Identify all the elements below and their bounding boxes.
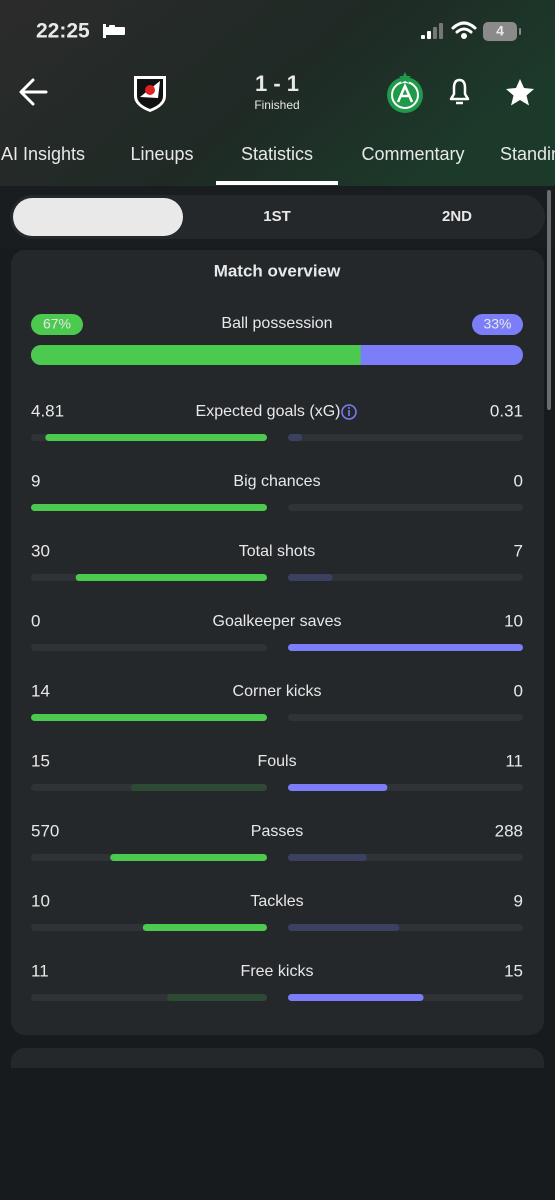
away-value: 0: [514, 471, 523, 490]
away-value: 9: [514, 891, 523, 910]
stat-label: Expected goals (xG): [196, 403, 341, 420]
info-icon[interactable]: [341, 404, 357, 420]
away-bar: [288, 924, 400, 931]
battery-tip: [519, 28, 521, 35]
away-bar: [288, 434, 303, 441]
away-value: 10: [504, 611, 523, 630]
favorite-button[interactable]: [506, 79, 534, 106]
tab[interactable]: Commentary: [361, 144, 464, 164]
home-bar: [142, 924, 267, 931]
period-pill: [13, 198, 183, 236]
period-tab[interactable]: 1ST: [263, 208, 291, 225]
wifi-icon: [451, 21, 477, 39]
home-value: 4.81: [31, 401, 64, 420]
stat-label: Ball possession: [221, 315, 332, 332]
bed-icon: [103, 24, 125, 38]
home-value: 15: [31, 751, 50, 770]
away-bar: [288, 784, 388, 791]
home-possession-bar: [31, 345, 361, 365]
home-team-logo[interactable]: [134, 76, 166, 112]
stat-label: Tackles: [250, 893, 303, 910]
home-bar: [110, 854, 267, 861]
scrollbar: [547, 190, 551, 410]
home-bar: [130, 784, 267, 791]
away-pill: [472, 314, 523, 335]
stat-label: Goalkeeper saves: [213, 613, 342, 630]
bottom-background: [0, 1068, 555, 1200]
score: 1 - 1: [255, 71, 299, 96]
home-bar: [75, 574, 267, 581]
away-value: 15: [504, 961, 523, 980]
info-icon-dot: [348, 407, 350, 409]
home-value: 0: [31, 611, 40, 630]
tab[interactable]: Lineups: [130, 144, 193, 164]
home-pill: [31, 314, 83, 335]
signal-icon: [421, 23, 443, 39]
away-bar: [288, 854, 367, 861]
home-value: 11: [31, 961, 49, 980]
period-tab[interactable]: 2ND: [442, 208, 472, 225]
header-background: [0, 0, 555, 186]
away-track: [288, 714, 523, 721]
battery-icon: [483, 22, 517, 41]
home-value: 570: [31, 821, 59, 840]
info-icon-mark: [348, 410, 350, 416]
home-value: 9: [31, 471, 40, 490]
away-team-logo[interactable]: [387, 72, 423, 113]
away-value: 0: [514, 681, 523, 700]
clock: 22:25: [36, 20, 90, 43]
home-bar: [45, 434, 267, 441]
card-title: Match overview: [214, 261, 341, 280]
tab-indicator: [216, 181, 338, 185]
away-value: 11: [505, 751, 523, 770]
notification-button[interactable]: [449, 78, 470, 105]
tab[interactable]: Standings: [500, 144, 555, 164]
away-bar: [288, 994, 424, 1001]
away-bar: [288, 644, 523, 651]
away-value: 288: [495, 821, 523, 840]
stat-label: Corner kicks: [233, 683, 322, 700]
stat-label: Big chances: [233, 473, 320, 490]
home-bar: [31, 504, 267, 511]
away-possession: 33%: [483, 316, 511, 332]
home-value: 10: [31, 891, 50, 910]
away-track: [288, 574, 523, 581]
stat-label: Fouls: [257, 753, 296, 770]
stat-label: Passes: [251, 823, 303, 840]
home-possession: 67%: [43, 316, 71, 332]
away-track: [288, 434, 523, 441]
overview-card: [11, 250, 544, 1035]
home-bar: [167, 994, 267, 1001]
away-bar: [288, 574, 333, 581]
home-value: 14: [31, 681, 50, 700]
tab[interactable]: AI Insights: [1, 144, 85, 164]
stat-label: Free kicks: [241, 963, 314, 980]
back-button[interactable]: [19, 78, 48, 106]
home-track: [31, 644, 267, 651]
home-bar: [31, 714, 267, 721]
away-track: [288, 504, 523, 511]
away-value: 7: [514, 541, 523, 560]
period-tab[interactable]: ALL: [83, 208, 112, 225]
home-value: 30: [31, 541, 50, 560]
stat-label: Total shots: [239, 543, 315, 560]
tab[interactable]: Statistics: [241, 144, 313, 164]
battery-level: 4: [496, 23, 504, 39]
match-status: Finished: [254, 98, 299, 112]
away-value: 0.31: [490, 401, 523, 420]
